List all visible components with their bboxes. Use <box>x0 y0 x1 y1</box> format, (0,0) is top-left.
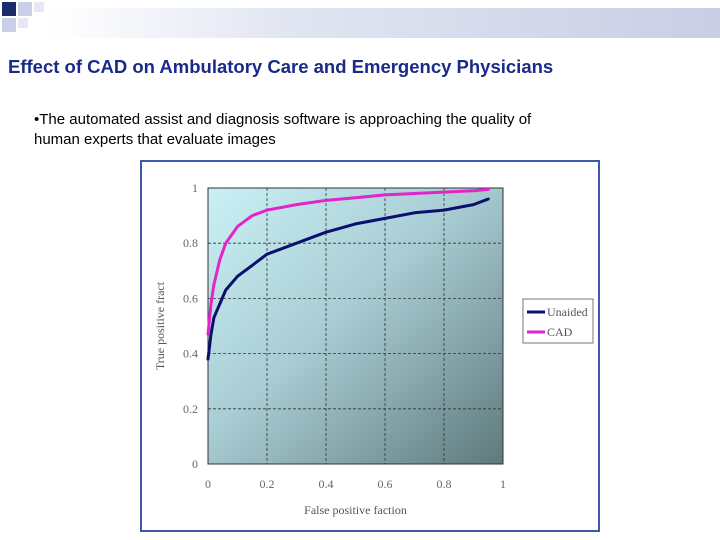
decor-square-light <box>2 18 16 32</box>
header-band <box>48 8 720 38</box>
bullet-line-1: •The automated assist and diagnosis soft… <box>34 111 532 128</box>
decor-square-faint <box>18 18 28 28</box>
decor-square-light <box>18 2 32 16</box>
plot-area <box>207 187 504 465</box>
x-tick-label: 0.4 <box>319 477 334 491</box>
bullet-line-2: human experts that evaluate images <box>34 131 276 148</box>
series-line-cad <box>206 187 490 336</box>
roc-chart: 0 0.2 0.4 0.6 0.8 1 0 0.2 0.4 0.6 0.8 1 False positi… <box>140 160 600 532</box>
y-axis-label: True positive fract <box>153 281 167 370</box>
roc-chart-svg: 0 0.2 0.4 0.6 0.8 1 0 0.2 0.4 0.6 0.8 1 False positi… <box>153 181 594 517</box>
y-tick-label: 0 <box>192 457 198 471</box>
legend-label-cad: CAD <box>547 325 573 339</box>
y-tick-label: 0.6 <box>183 291 198 305</box>
y-tick-label: 0.2 <box>183 402 198 416</box>
y-tick-label: 1 <box>192 181 198 195</box>
x-tick-label: 0.6 <box>378 477 393 491</box>
slide-title: Effect of CAD on Ambulatory Care and Eme… <box>8 56 554 77</box>
x-axis-label: False positive faction <box>304 503 407 517</box>
legend-box <box>522 298 594 344</box>
decor-square-faint <box>34 2 44 12</box>
legend-label-unaided: Unaided <box>547 305 588 319</box>
series-line-unaided <box>206 197 490 361</box>
x-tick-label: 0 <box>205 477 211 491</box>
decor-square-dark <box>2 2 16 16</box>
y-tick-label: 0.4 <box>183 347 198 361</box>
x-tick-label: 0.2 <box>260 477 275 491</box>
x-tick-label: 0.8 <box>437 477 452 491</box>
bullet-text: •The automated assist and diagnosis soft… <box>34 110 674 150</box>
y-tick-label: 0.8 <box>183 236 198 250</box>
x-tick-label: 1 <box>500 477 506 491</box>
